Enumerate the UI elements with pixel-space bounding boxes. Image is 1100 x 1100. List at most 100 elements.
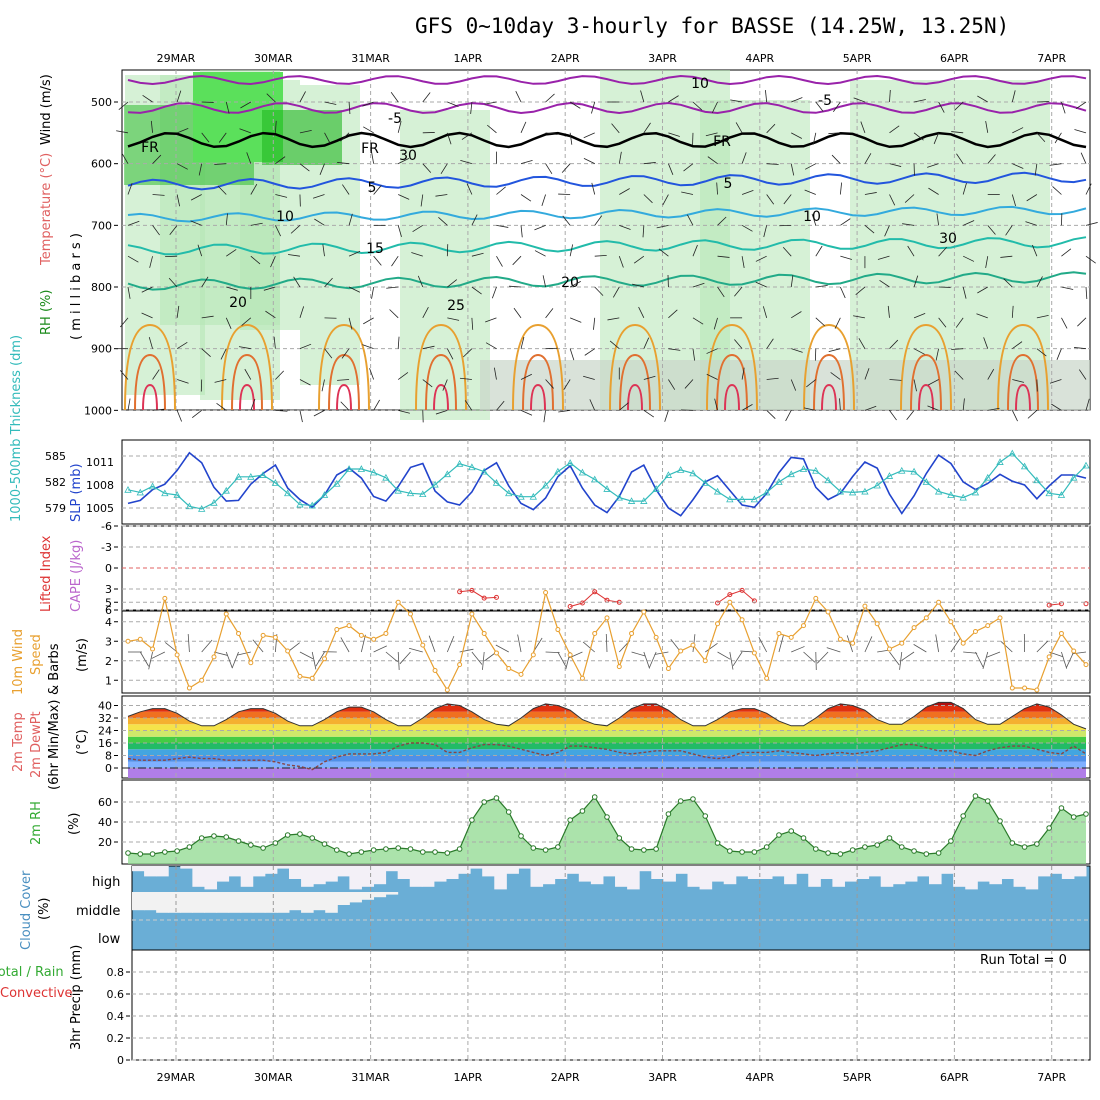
rh2m-point — [198, 835, 205, 841]
thickness-marker — [787, 470, 795, 478]
wind10-barb — [315, 651, 325, 667]
cloud-high-gap — [892, 866, 906, 885]
wind-barb — [987, 225, 996, 235]
wind-barb — [341, 348, 350, 359]
wind-barb — [662, 194, 669, 206]
thickness-marker — [541, 481, 550, 489]
wind10-barb — [986, 651, 1001, 658]
wind10-barb — [864, 636, 873, 653]
wind-barb — [225, 101, 230, 114]
wind-barb — [513, 307, 522, 319]
rh2m-point — [874, 842, 881, 848]
wind10-speed-point — [432, 668, 438, 673]
wind10-barb — [495, 644, 509, 653]
y-tick-label: 800 — [91, 281, 112, 294]
wind10-speed-point — [211, 654, 217, 660]
wind10-speed-point — [592, 630, 598, 636]
cloud-high-gap — [904, 866, 918, 882]
isotherm-warm-loop — [512, 323, 564, 411]
cloud-high-gap — [204, 866, 218, 890]
isotherm-warm-loop — [900, 323, 952, 411]
thickness-marker — [898, 466, 906, 474]
wind-barb — [790, 163, 795, 176]
cloud-high-gap — [132, 866, 145, 872]
wind-barb — [148, 337, 153, 349]
wind-barb — [830, 372, 841, 380]
wind10-barb — [913, 644, 927, 653]
wind-barb — [466, 183, 473, 195]
cloud-high-gap — [687, 866, 701, 887]
wind-barb — [141, 286, 153, 293]
precip-ylabel-mm: 3hr Precip (mm) — [69, 945, 84, 1050]
wind10-ylabel-speed: Speed — [29, 634, 44, 675]
wind-barb — [839, 286, 846, 299]
cloud-high-gap — [651, 866, 664, 879]
wind-barb — [591, 182, 596, 195]
rh2m-point — [370, 847, 377, 853]
isotherm-warm-loop — [425, 353, 457, 411]
temp-color-band — [128, 743, 1086, 750]
cloud-high-gap — [844, 866, 858, 882]
cloud-high-gap — [627, 866, 640, 890]
upper-air-panel: 500 600 700 800 900 1000 10 -5 -5 FR FR FR 5 5 10 10 15 2… — [39, 69, 1098, 423]
cloud-level-low: low — [98, 932, 121, 947]
wind-barb — [766, 377, 779, 380]
cloud-high-gap — [433, 866, 447, 882]
wind-barb — [643, 337, 650, 349]
wind-barb — [563, 379, 571, 390]
wind10-barb — [803, 651, 816, 663]
wind10-speed-point — [604, 615, 610, 621]
temp-color-band — [128, 755, 1086, 762]
wind-barb — [340, 401, 350, 411]
thickness-marker — [247, 472, 255, 480]
cloud-middle-gap — [385, 892, 399, 895]
rh2m-point — [125, 850, 131, 856]
wind-barb — [640, 90, 645, 103]
rh2m-point — [641, 847, 647, 853]
isotherm-warm-loop — [813, 353, 845, 411]
cloud-panel: Cloud Cover (%) high middle low — [19, 865, 1091, 951]
wind-barb — [119, 317, 129, 328]
wind-barb — [541, 194, 546, 207]
cloud-middle-gap — [192, 892, 205, 913]
wind10-speed-point — [285, 648, 291, 654]
wind-barb — [446, 132, 452, 145]
cloud-high-gap — [361, 866, 375, 887]
wind-barb — [864, 405, 877, 411]
wind-barb — [887, 305, 890, 318]
wind-barb — [619, 188, 630, 195]
rh2m-point — [493, 795, 500, 801]
wind-barb — [607, 317, 620, 321]
wind10-speed-point — [297, 673, 303, 679]
wind10-barb — [982, 651, 989, 670]
wind10-speed-point — [1071, 648, 1077, 654]
wind-barb — [1036, 314, 1049, 319]
rh2m-point — [1058, 805, 1065, 811]
wind-barb — [496, 400, 505, 411]
wind-barb — [765, 90, 768, 103]
wind-barb — [198, 163, 203, 176]
wind10-barb — [717, 651, 731, 660]
wind-barb — [741, 256, 745, 269]
cloud-high-gap — [784, 866, 797, 885]
wind-barb — [583, 158, 595, 165]
cloud-middle-gap — [325, 892, 338, 913]
rh-shading — [700, 100, 810, 410]
temp2m-line — [127, 701, 1087, 730]
wind-barb — [840, 218, 851, 226]
thickness-marker — [578, 468, 587, 476]
wind-barb — [266, 93, 276, 103]
wind-barb — [273, 336, 276, 349]
isotherm-contour — [127, 205, 1087, 223]
wind-barb — [1074, 129, 1087, 134]
rh2m-point — [235, 838, 242, 844]
wind10-speed-point — [1046, 654, 1052, 660]
cloud-high-gap — [639, 866, 652, 872]
wind-barb — [668, 95, 679, 103]
wind-barb — [569, 281, 581, 288]
precip-ylabel-convective: Convective — [0, 986, 73, 1001]
precip-frame — [131, 949, 1091, 1061]
rh2m-point — [505, 809, 512, 815]
wind-barb — [706, 348, 718, 354]
thickness-marker — [234, 472, 243, 480]
